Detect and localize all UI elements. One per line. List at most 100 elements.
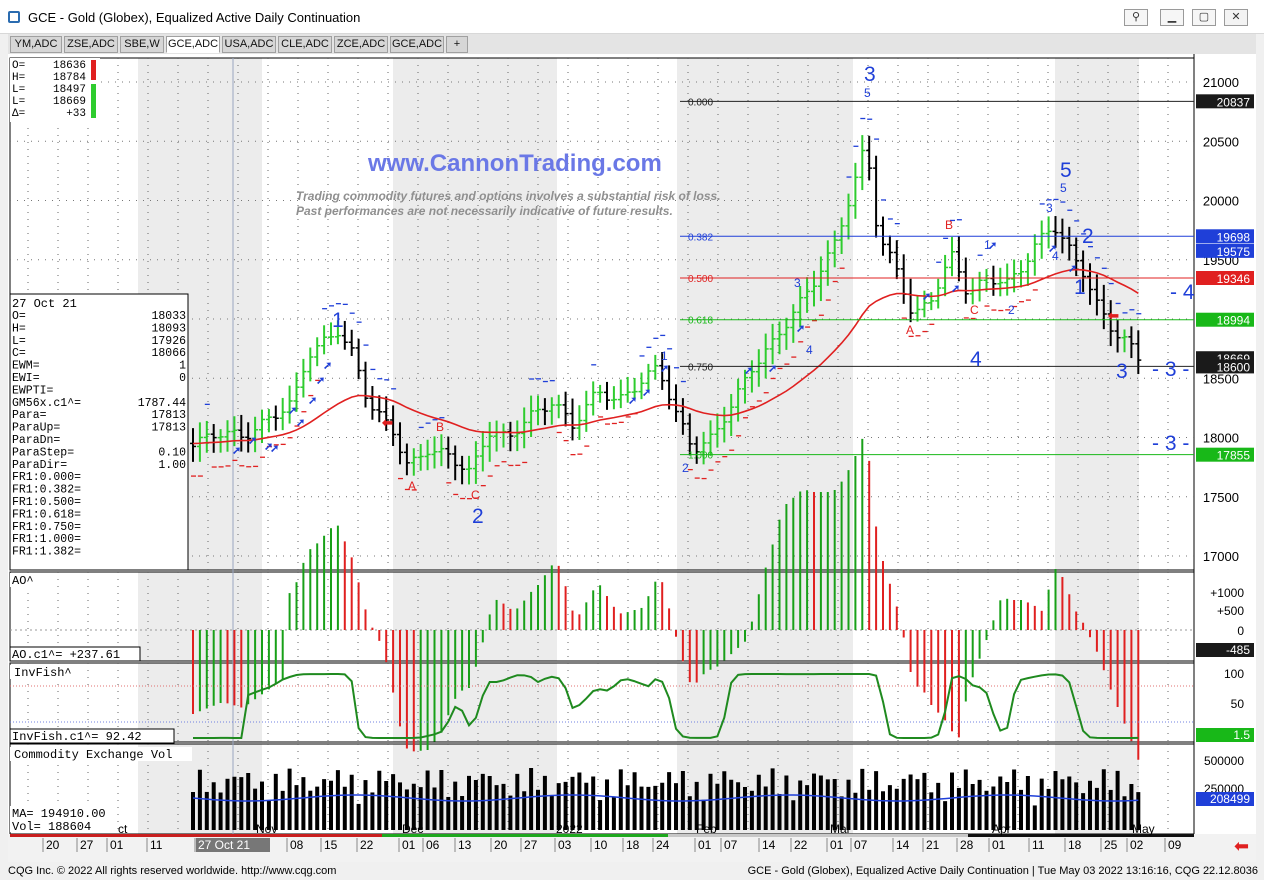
signal-arrow-icon: ➚: [951, 283, 960, 295]
invfish-tag-value: 1.5: [1233, 728, 1250, 742]
day-label: 15: [324, 838, 338, 852]
chart-tab-zce-adc[interactable]: ZCE,ADC: [334, 36, 388, 53]
maximize-button[interactable]: ▢: [1192, 9, 1216, 26]
wave-label: 1: [332, 309, 344, 332]
minimize-button[interactable]: ▁: [1160, 9, 1184, 26]
price-tag: [1196, 447, 1254, 462]
signal-arrow-icon: ➚: [288, 405, 297, 417]
wave-label: 4: [806, 343, 813, 357]
signal-arrow-icon: ➚: [796, 323, 805, 335]
ohlc-value: +33: [66, 108, 86, 120]
link-icon[interactable]: ⚲: [1124, 9, 1148, 26]
day-label: 11: [1032, 838, 1045, 852]
cursor-info-value: 1787.44: [138, 397, 186, 410]
wave-label: 1: [1074, 276, 1086, 299]
cursor-info-key: FR1:0.500=: [12, 496, 81, 509]
app-icon: [8, 11, 20, 23]
close-button[interactable]: ✕: [1224, 9, 1248, 26]
price-tag-value: 18600: [1217, 360, 1251, 374]
cursor-info-key: FR1:0.618=: [12, 508, 81, 521]
title-bar: GCE - Gold (Globex), Equalized Active Da…: [0, 0, 1264, 34]
price-tag-value: 20837: [1217, 95, 1251, 109]
scroll-left-icon: ⬅: [1234, 836, 1249, 856]
cursor-info-value: 0: [179, 372, 186, 385]
cursor-info-value: 18093: [151, 322, 186, 335]
cursor-info-box: [9, 293, 189, 571]
chart-tab-sbe-w[interactable]: SBE,W: [120, 36, 164, 53]
chart-tab-zse-adc[interactable]: ZSE,ADC: [64, 36, 118, 53]
day-label: 14: [896, 838, 910, 852]
chart-tab-gce-adc[interactable]: GCE,ADC: [390, 36, 444, 53]
volume-tag: [1196, 792, 1254, 806]
fib-label: 0.618: [688, 316, 713, 327]
wave-label: - 3 -: [1152, 432, 1189, 455]
wave-label: 3: [1046, 201, 1053, 215]
chart-tab-usa-adc[interactable]: USA,ADC: [222, 36, 276, 53]
cursor-info-value: 18066: [151, 347, 186, 360]
price-tag: [1196, 359, 1254, 374]
day-label: 02: [1130, 838, 1144, 852]
time-axis-strip: [10, 834, 382, 837]
wave-label: 1: [661, 349, 668, 363]
cursor-info-key: C=: [12, 347, 26, 360]
day-label: 18: [1068, 838, 1082, 852]
month-label: 2022: [556, 822, 583, 836]
wave-label: 4: [970, 348, 982, 371]
price-tag-value: 19575: [1217, 245, 1251, 259]
day-label: 24: [656, 838, 670, 852]
fib-label: 0.750: [688, 362, 713, 373]
cursor-info-key: FR1:1.382=: [12, 546, 81, 559]
watermark-disclaimer-2: Past performances are not necessarily in…: [296, 204, 673, 218]
signal-arrow-icon: ➚: [296, 417, 305, 429]
cursor-info-key: ParaUp=: [12, 422, 60, 435]
signal-arrow-icon: ➚: [768, 363, 777, 375]
price-axis-label: 20000: [1203, 194, 1239, 209]
price-axis-label: 21000: [1203, 75, 1239, 90]
wave-label: A: [408, 479, 416, 493]
ohlc-box: [10, 58, 100, 122]
day-label: 01: [830, 838, 844, 852]
day-label: 28: [960, 838, 974, 852]
day-label: 09: [1168, 838, 1182, 852]
day-label: 22: [794, 838, 808, 852]
fib-label: 1.000: [688, 451, 713, 462]
day-label: 13: [458, 838, 472, 852]
month-label: ct: [118, 822, 128, 836]
volume-tag-value: 208499: [1210, 792, 1250, 806]
ao-axis-label: 0: [1237, 624, 1244, 638]
price-tag: [1196, 312, 1254, 327]
cursor-info-value: 1: [179, 360, 186, 373]
chart-tab-gce-adc[interactable]: GCE,ADC: [166, 36, 220, 53]
signal-arrow-icon: ➚: [642, 387, 651, 399]
signal-arrow-icon: ➚: [248, 435, 257, 447]
cursor-info-key: FR1:0.000=: [12, 471, 81, 484]
chart-svg[interactable]: 0.0000.3820.5000.6180.7501.000www.Cannon…: [8, 54, 1256, 862]
invfish-title-box: [10, 665, 80, 679]
signal-arrow-icon: ➚: [323, 360, 332, 372]
day-label: 07: [724, 838, 738, 852]
add-tab-button[interactable]: +: [446, 36, 468, 53]
price-axis-label: 18000: [1203, 431, 1239, 446]
price-tag: [1196, 270, 1254, 285]
month-band: [677, 58, 853, 570]
day-label: 07: [854, 838, 868, 852]
ohlc-value: 18497: [53, 84, 86, 96]
invfish-axis-label: 50: [1231, 697, 1245, 711]
chart-area[interactable]: 0.000 0.382 0.500 0.618 0.750 1.000 www.Cannon…: [8, 54, 1256, 862]
ohlc-key: H=: [12, 72, 25, 84]
cursor-info-key: O=: [12, 310, 26, 323]
cursor-date: 27 Oct 21: [12, 297, 77, 311]
volume-title-box: [10, 747, 192, 761]
ohlc-value: 18669: [53, 96, 86, 108]
chart-tab-cle-adc[interactable]: CLE,ADC: [278, 36, 332, 53]
day-label: 11: [150, 838, 163, 852]
month-label: Apr: [992, 822, 1011, 836]
cursor-info-key: EWM=: [12, 360, 40, 373]
wave-label: C: [970, 303, 979, 317]
ohlc-high-bar: [91, 60, 96, 80]
ao-title-box: [10, 573, 50, 587]
status-bar: CQG Inc. © 2022 All rights reserved worl…: [0, 862, 1264, 880]
signal-arrow-icon: ➚: [232, 445, 241, 457]
chart-tab-ym-adc[interactable]: YM,ADC: [10, 36, 62, 53]
month-label: Feb: [696, 822, 717, 836]
